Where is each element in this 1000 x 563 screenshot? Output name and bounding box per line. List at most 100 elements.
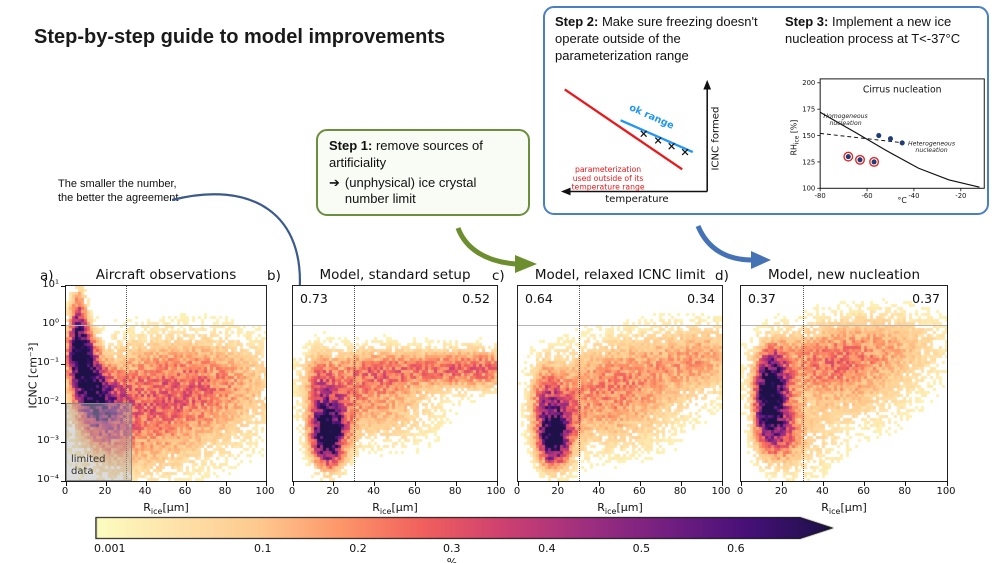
heatmap-plot: 0.64 0.34 (517, 285, 723, 482)
x-tick-label: 40 (592, 486, 605, 497)
x-axis-label-sub: ice (151, 507, 163, 516)
colorbar-tick-label: 0.6 (727, 542, 745, 555)
page-title: Step-by-step guide to model improvements (34, 26, 445, 49)
agreement-score-right: 0.34 (687, 291, 715, 306)
step3-section: Step 3: Implement a new ice nucleation p… (785, 14, 977, 207)
y-tick-mark (61, 325, 66, 326)
warning-line-3: temperature range (572, 183, 645, 192)
panel-a: a) Aircraft observations limited data 10… (65, 265, 267, 520)
celsius-axis-label: °C (898, 196, 908, 205)
step23-arrow (698, 226, 752, 260)
x-axis-label-unit: [μm] (840, 501, 866, 514)
hline-ref (741, 325, 947, 326)
agreement-score-right: 0.52 (462, 291, 490, 306)
colorbar-tick-label: 0.3 (443, 542, 461, 555)
panel-label: b) (267, 268, 281, 284)
step2-text-block: Step 2: Make sure freezing doesn't opera… (555, 14, 777, 65)
x-axis-label-pre: R (821, 501, 829, 514)
x-tick-label: 0 (514, 486, 520, 497)
heatmap-plot: limited data (65, 285, 267, 482)
x-marker-icon (641, 131, 647, 137)
heterogeneous-label-2: nucleation (915, 146, 947, 154)
parameterization-misuse-line (565, 89, 682, 169)
temperature-axis-arrowhead-icon (561, 188, 571, 196)
panel-label: d) (715, 268, 729, 284)
nucleation-data-point (846, 154, 851, 159)
x-axis-label-unit: [μm] (616, 501, 642, 514)
agreement-score-left: 0.73 (300, 291, 328, 306)
x-tick-label: 40 (816, 486, 829, 497)
step3-text-block: Step 3: Implement a new ice nucleation p… (785, 14, 977, 48)
x-axis-label-sub: ice (605, 507, 617, 516)
step23-box: Step 2: Make sure freezing doesn't opera… (543, 6, 989, 215)
x-axis-label: Rice[μm] (292, 501, 498, 516)
mini-y-tick-label: 200 (802, 79, 815, 87)
warning-line-2: used outside of its (573, 174, 644, 183)
rh-axis-label-unit: [%] (790, 120, 799, 136)
x-marker-icon (682, 149, 688, 155)
step1-box: Step 1: remove sources of artificiality … (316, 129, 530, 216)
agreement-score-left: 0.37 (748, 291, 776, 306)
x-axis-label: Rice[μm] (740, 501, 948, 516)
mini-x-tick-label: -60 (861, 192, 872, 200)
y-tick-mark (61, 286, 66, 287)
colorbar-tick-label: 0.5 (633, 542, 651, 555)
y-tick-mark (61, 481, 66, 482)
panel-title: Model, new nucleation (740, 267, 948, 283)
limited-data-label: limited data (71, 454, 125, 477)
heatmap-canvas (518, 286, 722, 481)
heatmap-canvas (293, 286, 497, 481)
colorbar-tick-label: 0.4 (538, 542, 556, 555)
mini-y-tick-label: 125 (802, 158, 815, 166)
x-axis-label-pre: R (143, 501, 151, 514)
vline-ref (579, 286, 580, 481)
temperature-xmarks (641, 131, 688, 155)
heatmap-canvas (741, 286, 947, 481)
y-tick-label: 10⁻⁴ (23, 474, 59, 485)
x-tick-label: 40 (367, 486, 380, 497)
x-tick-label: 20 (551, 486, 564, 497)
panel-title: Model, relaxed ICNC limit (517, 267, 723, 283)
cirrus-nucleation-plot: Cirrus nucleation RHice [%] °C Homogeneo… (785, 69, 995, 206)
cirrus-points (844, 133, 905, 166)
panel-b: b) Model, standard setup 0.73 0.52 0 20 40… (292, 265, 498, 520)
colorbar-tick-labels: 0.001 0.1 0.2 0.3 0.4 0.5 0.6 (95, 542, 835, 556)
step1-arrow (458, 228, 516, 264)
x-axis-ticks: 0 20 40 60 80 100 (65, 486, 267, 498)
x-tick-label: 0 (289, 486, 295, 497)
x-axis-ticks: 0 20 40 60 80 100 (292, 486, 498, 498)
colorbar-tick-label: 0.1 (254, 542, 272, 555)
x-marker-icon (669, 143, 675, 149)
panel-title: Model, standard setup (292, 267, 498, 283)
mini-y-tick-label: 150 (802, 132, 815, 140)
y-tick-label: 10¹ (23, 279, 59, 290)
colorbar-tick-label: 0.001 (94, 542, 126, 555)
x-axis-label-unit: [μm] (391, 501, 417, 514)
agreement-score-right: 0.37 (912, 291, 940, 306)
x-axis-label-sub: ice (829, 507, 841, 516)
temperature-label: temperature (605, 194, 668, 204)
vline-ref (803, 286, 804, 481)
colorbar: 0.001 0.1 0.2 0.3 0.4 0.5 0.6 % (95, 516, 835, 544)
panel-title: Aircraft observations (65, 267, 267, 283)
x-tick-label: 40 (139, 486, 152, 497)
x-tick-label: 100 (936, 486, 955, 497)
rh-axis-label: RHice [%] (790, 120, 801, 156)
x-tick-label: 80 (674, 486, 687, 497)
x-tick-label: 60 (857, 486, 870, 497)
arrow-bullet-icon: ➔ (329, 175, 340, 208)
x-tick-label: 100 (255, 486, 274, 497)
step1-bullet-text: (unphysical) ice crystal number limit (345, 175, 517, 208)
colorbar-gradient (95, 516, 835, 540)
x-axis-label-pre: R (372, 501, 380, 514)
x-axis-label-unit: [μm] (162, 501, 188, 514)
nucleation-data-point (888, 136, 893, 141)
icnc-formed-label: ICNC formed (711, 107, 722, 171)
hline-ref (293, 325, 497, 326)
x-tick-label: 60 (179, 486, 192, 497)
mini-x-tick-label: -40 (908, 192, 919, 200)
limited-data-box: limited data (66, 403, 132, 481)
x-axis-label-sub: ice (380, 507, 392, 516)
hline-ref (518, 325, 722, 326)
colorbar-unit-label: % (447, 556, 457, 563)
